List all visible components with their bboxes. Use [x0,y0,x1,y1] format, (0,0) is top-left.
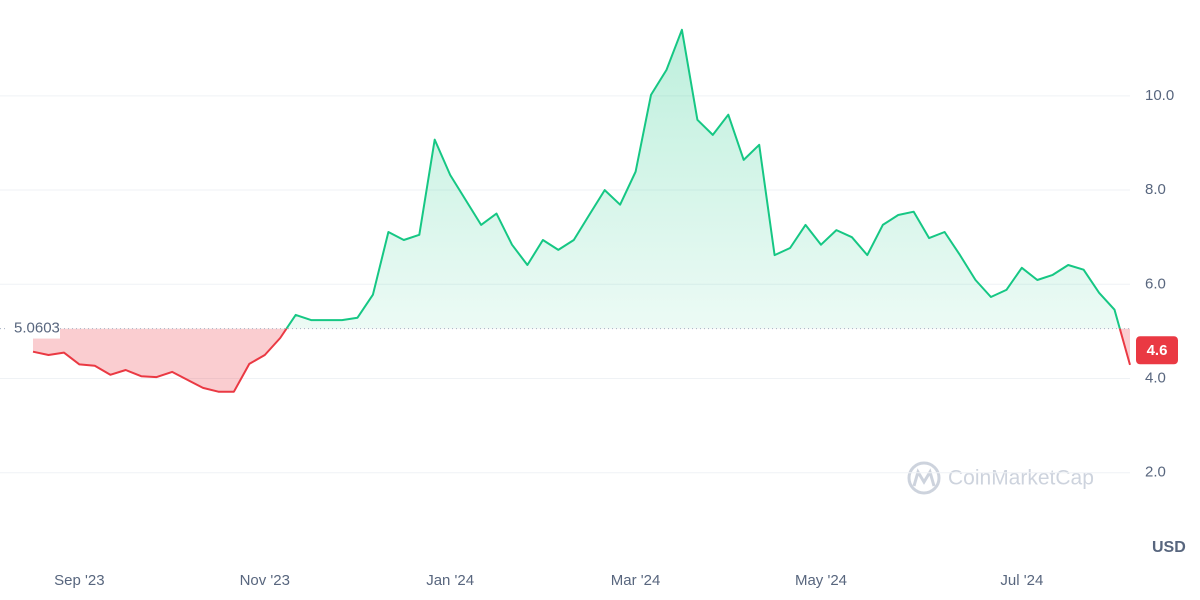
price-line-down [32,328,1131,393]
y-tick-label: 6.0 [1145,275,1166,292]
y-tick-label: 8.0 [1145,181,1166,198]
y-tick-label: 10.0 [1145,87,1174,104]
area-down [33,328,1130,392]
baseline-label: 5.0603 [14,320,60,337]
y-tick-label: 4.0 [1145,369,1166,386]
baseline-label-bg [8,318,60,339]
x-tick-label: Mar '24 [611,572,661,589]
area-up [286,29,1120,329]
x-tick-label: Jul '24 [1000,572,1043,589]
x-tick-label: Nov '23 [240,572,290,589]
watermark: CoinMarketCap [907,461,1094,495]
last-price-tag [1136,336,1178,365]
y-tick-label: 2.0 [1145,464,1166,481]
watermark-logo [912,468,936,487]
price-line-up [285,28,1121,329]
x-tick-label: Sep '23 [54,572,104,589]
x-tick-label: May '24 [795,572,847,589]
watermark-logo [907,461,941,495]
last-price-label: 4.6 [1147,342,1168,359]
x-tick-label: Jan '24 [426,572,474,589]
currency-label: USD [1152,539,1186,556]
watermark-text: CoinMarketCap [948,467,1094,490]
